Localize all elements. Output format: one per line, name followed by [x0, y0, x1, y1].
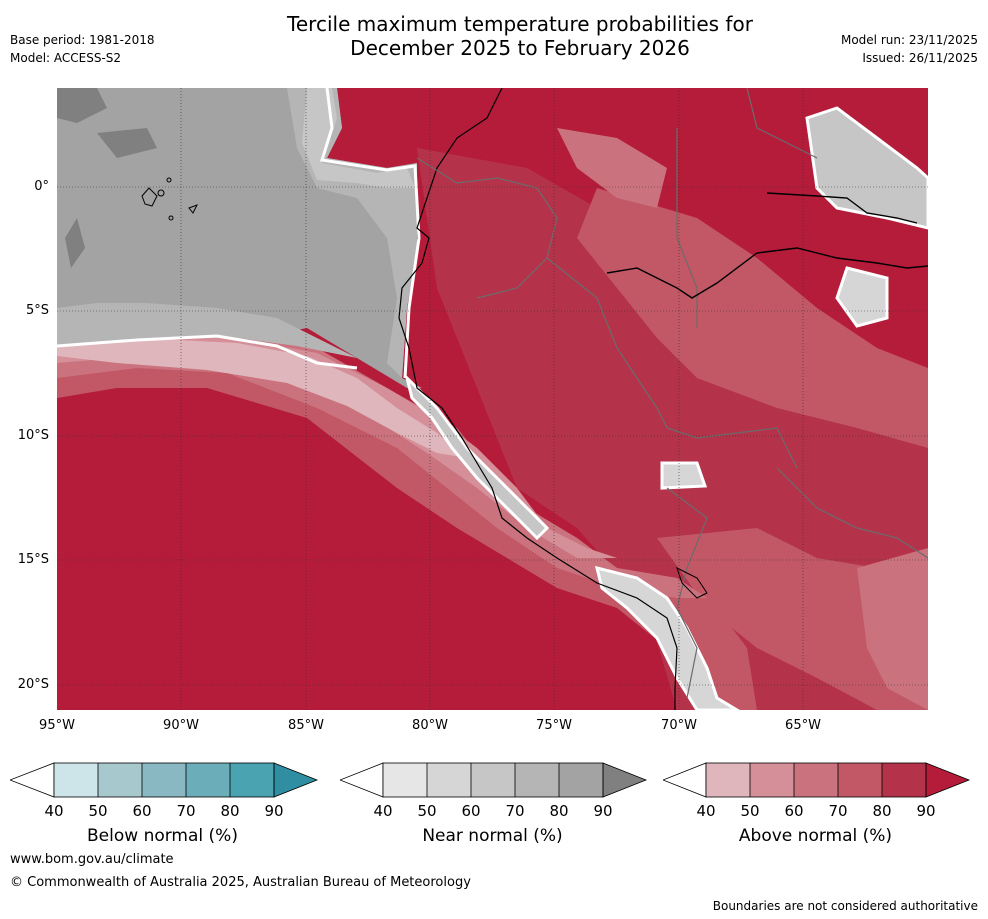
coastal-near-normal-strip [404, 373, 550, 541]
near-normal-colorbar [340, 762, 648, 798]
above-tick-70: 70 [828, 802, 848, 820]
near-normal-dark-patch-2 [57, 88, 107, 123]
near-tick-80: 80 [549, 802, 569, 820]
southern-near-normal-strip [594, 565, 740, 710]
lake-titicaca [676, 567, 708, 599]
title-line-2: December 2025 to February 2026 [350, 36, 690, 60]
issued-text: Issued: 26/11/2025 [862, 51, 978, 65]
above-tick-90: 90 [916, 802, 936, 820]
y-tick-15s: 15°S [17, 552, 49, 567]
near-tick-90: 90 [593, 802, 613, 820]
model-text: Model: ACCESS-S2 [10, 51, 122, 65]
x-tick-70w: 70°W [661, 718, 697, 733]
border-peru-brazil [546, 257, 798, 469]
inland-near-normal-patch [660, 461, 708, 490]
above-tick-60: 60 [784, 802, 804, 820]
below-normal-label: Below normal (%) [87, 826, 238, 846]
above-normal-colorbar [663, 762, 971, 798]
x-tick-95w: 95°W [39, 718, 75, 733]
below-tick-90: 90 [264, 802, 284, 820]
below-tick-50: 50 [88, 802, 108, 820]
above-60-north [557, 128, 667, 208]
y-tick-10s: 10°S [17, 428, 49, 443]
border-colombia-brazil [676, 128, 698, 328]
border-bolivia-brazil [776, 467, 928, 559]
probability-map [57, 88, 928, 710]
near-normal-boundary [320, 88, 421, 379]
below-tick-40: 40 [44, 802, 64, 820]
above-60-southeast [857, 548, 928, 710]
gridlines [57, 88, 928, 710]
east-near-normal-patch [835, 266, 889, 328]
model-run-text: Model run: 23/11/2025 [840, 33, 978, 47]
website-link[interactable]: www.bom.gov.au/climate [10, 852, 174, 867]
near-normal-label: Near normal (%) [422, 826, 563, 846]
near-tick-50: 50 [417, 802, 437, 820]
galapagos-islands [141, 177, 199, 221]
below-tick-80: 80 [220, 802, 240, 820]
x-tick-75w: 75°W [536, 718, 572, 733]
near-normal-80-south-edge [57, 303, 357, 358]
near-normal-dark-patch [65, 218, 85, 268]
page-title: Tercile maximum temperature probabilitie… [0, 12, 988, 60]
y-tick-0: 0° [34, 179, 49, 194]
base-period-text: Base period: 1981-2018 [10, 33, 155, 47]
below-normal-colorbar [10, 762, 319, 798]
x-tick-85w: 85°W [288, 718, 324, 733]
disclaimer-text: Boundaries are not considered authoritat… [712, 899, 978, 913]
above-normal-label: Above normal (%) [738, 826, 893, 846]
above-tick-50: 50 [740, 802, 760, 820]
near-tick-40: 40 [373, 802, 393, 820]
coastline [398, 88, 678, 710]
border-peru-bolivia [666, 487, 708, 699]
near-normal-dark-patch-3 [97, 128, 157, 158]
y-tick-20s: 20°S [17, 677, 49, 692]
near-tick-60: 60 [461, 802, 481, 820]
border-north [746, 88, 818, 159]
amazon-river [606, 247, 928, 299]
x-tick-80w: 80°W [412, 718, 448, 733]
near-normal-boundary-south [57, 334, 358, 370]
above-40-coastal-band [57, 338, 467, 458]
below-tick-70: 70 [176, 802, 196, 820]
above-tick-80: 80 [872, 802, 892, 820]
x-tick-90w: 90°W [163, 718, 199, 733]
copyright-text: © Commonwealth of Australia 2025, Austra… [10, 875, 471, 890]
above-tick-40: 40 [696, 802, 716, 820]
above-70-region [577, 188, 928, 448]
x-tick-65w: 65°W [785, 718, 821, 733]
near-tick-70: 70 [505, 802, 525, 820]
title-line-1: Tercile maximum temperature probabilitie… [287, 12, 753, 36]
y-tick-5s: 5°S [25, 303, 49, 318]
amazon-mouth-coast [766, 192, 918, 224]
border-ecuador-peru [416, 157, 558, 299]
below-tick-60: 60 [132, 802, 152, 820]
